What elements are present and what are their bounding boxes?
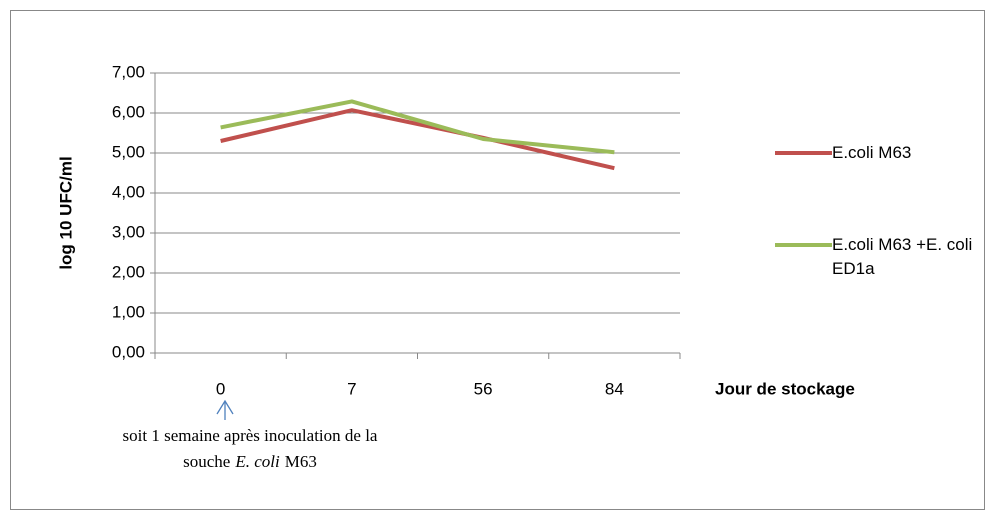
y-tick-label: 6,00 — [112, 102, 145, 121]
y-tick-label: 2,00 — [112, 262, 145, 281]
x-tick-label: 84 — [605, 379, 624, 398]
annotation-text: M63 — [285, 452, 317, 471]
y-axis-label: log 10 UFC/ml — [56, 156, 75, 269]
annotation-line1: soit 1 semaine après inoculation de la — [123, 426, 378, 445]
data-line — [220, 108, 615, 171]
y-tick-label: 4,00 — [112, 182, 145, 201]
y-tick-label: 3,00 — [112, 222, 145, 241]
y-tick-label: 7,00 — [112, 62, 145, 81]
legend-label: E.coli M63 +E. coli ED1a — [832, 235, 973, 278]
data-line — [220, 99, 615, 155]
x-tick-label: 56 — [474, 379, 493, 398]
legend-label: E.coli M63 — [832, 143, 912, 162]
annotation-line2: souche E. coli M63 — [183, 452, 317, 471]
x-tick-label: 7 — [347, 379, 356, 398]
annotation-arrowhead — [216, 399, 234, 415]
annotation-text: souche — [183, 452, 230, 471]
x-axis-label: Jour de stockage — [715, 379, 855, 398]
y-tick-label: 5,00 — [112, 142, 145, 161]
x-tick-label: 0 — [216, 379, 225, 398]
y-tick-label: 1,00 — [112, 302, 145, 321]
annotation-italic: E. coli — [234, 452, 280, 471]
chart-frame — [10, 10, 985, 510]
y-tick-label: 0,00 — [112, 342, 145, 361]
